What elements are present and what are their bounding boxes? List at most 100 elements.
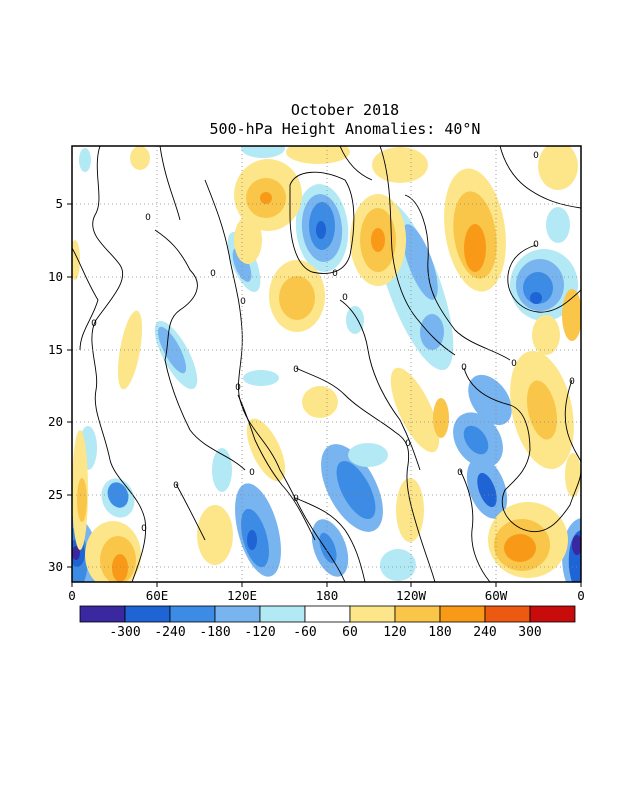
- zero-contour: [339, 146, 373, 181]
- colorbar-bin: [529, 605, 576, 623]
- colorbar-bin: [124, 605, 171, 623]
- colorbar-bin: [79, 605, 126, 623]
- zero-contour: [295, 367, 436, 582]
- pos-anomaly-aj: [72, 240, 80, 280]
- contour-zero-label: 0: [293, 494, 299, 504]
- zero-contour: [237, 394, 316, 541]
- neg-anomaly-u: [319, 532, 337, 564]
- colorbar-bin: [214, 605, 261, 623]
- zero-contour: [459, 469, 491, 582]
- colorbar-label: -60: [293, 625, 316, 640]
- pos-anomaly-ae: [565, 453, 581, 497]
- zero-contour: [289, 171, 355, 274]
- x-tick-label: 120E: [227, 588, 257, 603]
- x-tick-label: 120W: [396, 588, 427, 603]
- zero-contour: [295, 497, 366, 582]
- colorbar-label: 180: [428, 625, 451, 640]
- contour-zero-label: 0: [533, 151, 539, 161]
- zero-contour: [564, 379, 581, 463]
- contour-zero-label: 0: [332, 269, 338, 279]
- pos-anomaly-y: [246, 418, 286, 482]
- zero-contour-labels: 0 0 0 0 0 0 0 0 0 0 0 0 0 0 0 0 0 0 0: [91, 151, 575, 534]
- x-tick-label: 60E: [146, 588, 169, 603]
- pos-anomaly-h: [279, 276, 315, 320]
- x-tick-label: 0: [68, 588, 76, 603]
- x-tick-label: 0: [577, 588, 585, 603]
- neg-anomaly-an: [348, 443, 388, 467]
- zero-contour: [154, 229, 246, 471]
- axis-ticks: [67, 203, 582, 587]
- pos-anomaly-f: [260, 192, 272, 204]
- colorbar-bin: [394, 605, 441, 623]
- colorbar-bin: [439, 605, 486, 623]
- x-tick-label: 60W: [485, 588, 508, 603]
- chart-title: October 2018: [291, 101, 399, 119]
- neg-anomaly-ao: [420, 314, 444, 350]
- zero-contour: [379, 146, 456, 356]
- neg-anomaly-ab: [477, 472, 497, 508]
- colorbar-label: 120: [383, 625, 406, 640]
- neg-anomaly-w: [402, 224, 438, 300]
- colorbar-label: 240: [473, 625, 496, 640]
- y-tick-label: 5: [55, 196, 63, 211]
- chart-subtitle: 500-hPa Height Anomalies: 40°N: [210, 120, 481, 138]
- pos-anomaly-t: [117, 310, 143, 390]
- y-tick-label: 10: [48, 269, 63, 284]
- neg-anomaly-f: [107, 482, 129, 508]
- pos-anomaly-x: [302, 386, 338, 418]
- pos-anomaly-af: [286, 146, 350, 164]
- pos-anomaly-q: [504, 534, 536, 562]
- contour-zero-label: 0: [457, 468, 463, 478]
- pos-anomaly-n: [464, 224, 486, 272]
- colorbar-label: -240: [154, 625, 185, 640]
- zero-contour: [499, 146, 581, 209]
- y-tick-label: 25: [48, 487, 63, 502]
- neg-anomaly-z: [463, 425, 489, 455]
- neg-anomaly-ai: [572, 535, 581, 555]
- x-tick-label: 180: [316, 588, 339, 603]
- colorbar-label: -180: [199, 625, 230, 640]
- pos-anomaly-w: [234, 216, 262, 264]
- colorbar-label: 300: [518, 625, 541, 640]
- contour-zero-label: 0: [569, 377, 575, 387]
- colorbar-bin: [304, 605, 351, 623]
- y-tick-label: 20: [48, 414, 63, 429]
- contour-zero-label: 0: [235, 383, 241, 393]
- colorbar-bin: [259, 605, 306, 623]
- pos-anomaly-s: [526, 380, 558, 440]
- pos-anomaly-ag: [372, 147, 428, 183]
- zero-contour: [507, 244, 581, 313]
- contour-zero-label: 0: [342, 293, 348, 303]
- contour-zero-label: 0: [240, 297, 246, 307]
- contour-zero-label: 0: [145, 213, 151, 223]
- pos-anomaly-v: [77, 478, 87, 522]
- pos-anomaly-ad: [562, 289, 581, 341]
- neg-anomaly-at: [380, 549, 416, 581]
- plot-area: 0 0 0 0 0 0 0 0 0 0 0 0 0 0 0 0 0 0 0: [72, 146, 581, 582]
- colorbar-label: -300: [109, 625, 140, 640]
- neg-anomaly-am: [243, 370, 279, 386]
- neg-anomaly-al: [346, 306, 364, 334]
- contour-zero-label: 0: [293, 365, 299, 375]
- pos-anomaly-k: [371, 228, 385, 252]
- contour-zero-label: 0: [173, 481, 179, 491]
- colorbar-bin: [169, 605, 216, 623]
- contour-zero-label: 0: [91, 319, 97, 329]
- pos-anomaly-ak: [197, 505, 233, 565]
- contour-zero-label: 0: [405, 439, 411, 449]
- pos-anomaly-ab: [396, 478, 424, 542]
- neg-anomaly-ap: [546, 207, 570, 243]
- pos-anomaly-ah: [538, 146, 578, 190]
- neg-anomaly-j: [232, 248, 252, 282]
- colorbar-bin: [484, 605, 531, 623]
- neg-anomaly-d: [72, 546, 80, 560]
- pos-anomaly-c: [112, 554, 128, 582]
- colorbar-label: -120: [244, 625, 275, 640]
- colorbar: -300 -240 -180 -120 -60 60 120 180 240 3…: [79, 605, 576, 640]
- neg-anomaly-s: [336, 460, 376, 520]
- zero-contours: [72, 146, 581, 582]
- neg-anomaly-x: [468, 374, 512, 426]
- y-tick-labels: 5 10 15 20 25 30: [48, 196, 63, 574]
- contour-zero-label: 0: [461, 363, 467, 373]
